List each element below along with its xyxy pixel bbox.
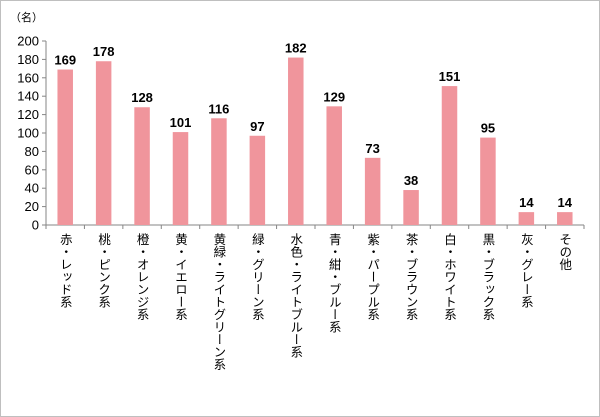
bar <box>57 69 73 226</box>
data-label: 182 <box>285 41 307 56</box>
y-tick-label: 80 <box>25 144 39 159</box>
data-label: 14 <box>558 195 573 210</box>
category-label: 黄緑・ライトグリーン系 <box>211 233 226 371</box>
category-label: その他 <box>557 233 572 271</box>
data-labels: 169 178 128 101 116 97 182 129 73 38 151 95 14 14 <box>54 41 572 211</box>
category-label: 茶・ブラウン系 <box>404 232 419 321</box>
y-tick-label: 60 <box>25 162 39 177</box>
data-label: 178 <box>93 44 115 59</box>
category-label: 青・紺・ブルー系 <box>327 233 342 333</box>
y-unit-label: （名） <box>10 10 43 24</box>
bar <box>441 86 458 225</box>
bars <box>57 57 573 226</box>
category-label: 黒・ブラック系 <box>480 233 495 321</box>
category-label: 赤・レッド系 <box>58 233 73 308</box>
bar <box>211 118 227 225</box>
category-label: 橙・オレンジ系 <box>135 232 150 321</box>
category-labels: 赤・レッド系 桃・ピンク系 橙・オレンジ系 黄・イエロー系 黄緑・ライトグリーン系 緑・グ… <box>58 232 573 371</box>
y-tick-label: 180 <box>17 52 39 67</box>
bar <box>557 212 573 225</box>
bar <box>172 132 189 225</box>
y-tick-label: 20 <box>25 199 39 214</box>
y-tick-label: 100 <box>17 126 39 141</box>
bar <box>403 190 419 225</box>
data-label: 116 <box>208 101 229 116</box>
y-tick-label: 120 <box>17 107 39 122</box>
data-label: 169 <box>54 53 76 68</box>
category-label: 白・ホワイト系 <box>442 232 457 321</box>
bar <box>95 61 112 225</box>
y-tick-label: 0 <box>32 218 39 233</box>
bar <box>288 57 304 226</box>
category-label: 緑・グリーン系 <box>250 232 265 321</box>
data-label: 151 <box>439 69 461 84</box>
data-label: 95 <box>481 121 495 136</box>
bar <box>518 212 535 225</box>
y-tick-label: 40 <box>25 181 39 196</box>
data-label: 101 <box>170 115 192 130</box>
y-tick-label: 200 <box>17 34 39 49</box>
data-label: 38 <box>404 173 418 188</box>
data-label: 73 <box>365 141 379 156</box>
data-label: 128 <box>131 90 153 105</box>
data-label: 97 <box>250 119 264 134</box>
bar <box>364 157 381 225</box>
bar <box>249 135 266 225</box>
bar <box>480 137 496 225</box>
y-tick-label: 160 <box>17 70 39 85</box>
bar <box>134 107 150 225</box>
category-label: 灰・グレー系 <box>519 233 534 308</box>
category-label: 水色・ライトブルー系 <box>288 233 303 358</box>
data-label: 14 <box>519 195 534 210</box>
category-label: 黄・イエロー系 <box>173 233 188 321</box>
category-label: 紫・パープル系 <box>365 233 380 321</box>
bar <box>326 106 342 225</box>
data-label: 129 <box>323 89 345 104</box>
y-tick-label: 140 <box>17 89 39 104</box>
category-label: 桃・ピンク系 <box>96 232 111 308</box>
